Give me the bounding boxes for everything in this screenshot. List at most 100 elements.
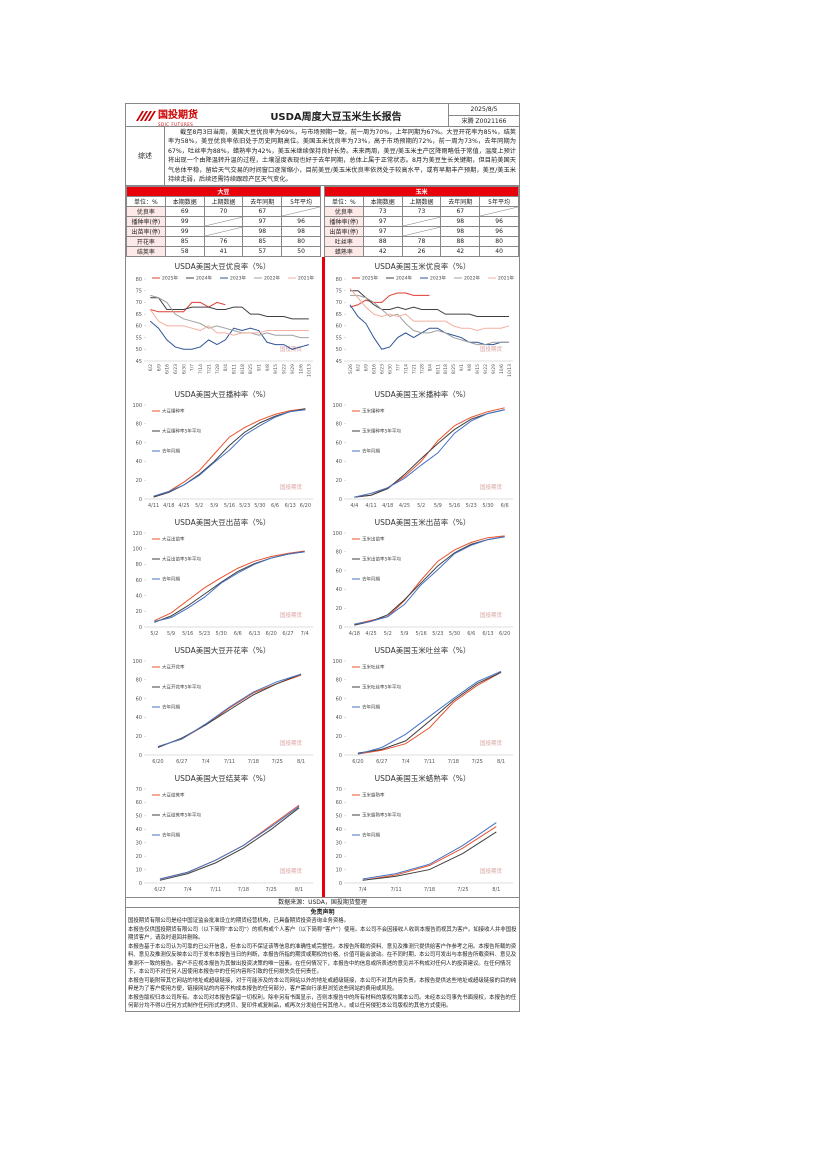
table-cell: 58 [164,246,205,258]
chart: USDA美国玉米播种率（%） 0 20 40 60 80 100 4/4 4/11 4/18 4/2… [332,389,513,509]
table-title: 大豆 [126,186,321,198]
chart-title: USDA美国玉米播种率（%） [375,389,471,399]
table-cell: 99 [164,216,205,228]
table-cell: 57 [242,246,283,258]
x-tick-label: 6/23 [173,364,179,374]
y-tick-label: 0 [339,881,342,887]
table-cell: 98 [281,226,321,238]
x-tick-label: 8/4 [427,364,433,371]
legend-label: 大豆结荚率5年平均 [162,812,201,819]
y-tick-label: 40 [136,594,142,600]
table-cell: 76 [203,236,244,248]
chart-title: USDA美国玉米蜡熟率（%） [375,773,471,783]
legend-label: 大豆播种率5年平均 [162,428,201,435]
disclaimer-paragraph: 本报告仅供国投期货有限公司（以下简称“本公司”）的机构或个人客户（以下简称“客户… [128,926,517,942]
x-tick-label: 4/18 [163,503,174,509]
chart: USDA美国玉米蜡熟率（%） 0 10 20 30 40 50 60 70 7/4 7/11 7/18… [336,773,513,893]
x-tick-label: 7/7 [395,364,401,371]
series-line [153,408,306,498]
y-tick-label: 100 [132,403,142,409]
meta: 2025/8/5 宋腾 Z0021166 [448,104,519,126]
y-tick-label: 80 [136,678,142,684]
x-tick-label: 7/18 [238,887,249,893]
x-tick-label: 5/23 [199,631,210,637]
legend-label: 玉米播种率 [362,408,385,415]
x-tick-label: 5/23 [239,503,250,509]
chart-title: USDA美国大豆开花率（%） [175,645,271,655]
watermark: 国投期货 [280,611,303,619]
diagonal [205,217,243,226]
table-cell: 26 [401,246,442,258]
x-tick-label: 6/30 [388,364,394,374]
summary-label: 综述 [126,127,165,186]
y-tick-label: 40 [136,460,142,466]
table-row: 蜡熟率 42 26 42 40 [324,246,519,258]
y-tick-label: 80 [336,422,342,428]
data-table: 玉米 单位：% 本期数据 上期数据 去年同期 5年平均 优良率 73 73 67 播种率(停) 97 9… [324,186,519,258]
x-tick-label: 6/27 [376,759,387,765]
x-tick-label: 7/4 [202,759,210,765]
legend-label: 去年同期 [162,576,180,583]
series-line [349,288,510,332]
chart-title: USDA美国大豆播种率（%） [175,389,271,399]
table-cell: 73 [362,206,403,218]
legend-label: 2024年 [196,275,212,282]
series-line [354,409,505,499]
series-line [357,672,502,755]
x-tick-label: 6/23 [380,364,386,374]
table-title: 玉米 [324,186,519,198]
x-tick-label: 6/27 [154,887,165,893]
y-tick-label: 50 [336,814,342,820]
x-tick-label: 7/28 [215,364,221,374]
x-tick-label: 6/30 [181,364,187,374]
y-tick-label: 0 [339,497,342,503]
series-line [150,295,309,339]
table-header: 5年平均 [479,196,519,208]
series-line [157,674,302,749]
series-line [159,807,300,882]
diagonal [403,217,441,226]
y-tick-label: 65 [136,312,142,318]
table-cell [203,226,244,238]
chart: USDA美国大豆开花率（%） 0 20 40 60 80 100 6/20 6/27 7/4 7/1… [132,645,313,765]
legend-label: 玉米播种率5年平均 [362,428,401,435]
chart: USDA美国大豆优良率（%） 45 50 55 60 65 70 75 80 6/2 6/9 6/16… [136,261,315,377]
legend-label: 去年同期 [162,832,180,839]
legend-label: 2022年 [264,275,280,282]
series-line [149,309,309,337]
empty-cell [403,217,441,226]
x-tick-label: 4/25 [399,503,410,509]
x-tick-label: 8/1 [497,759,505,765]
x-tick-label: 10/6 [298,364,304,374]
x-tick-label: 5/9 [400,631,408,637]
y-tick-label: 60 [136,324,142,330]
x-tick-label: 7/21 [411,364,417,374]
table-cell: 出苗率(停) [324,226,364,238]
y-tick-label: 20 [136,854,142,860]
x-tick-label: 6/2 [356,364,362,371]
x-tick-label: 5/9 [434,503,442,509]
table-row: 播种率(停) 99 97 96 [126,216,321,228]
legend-label: 去年同期 [362,832,380,839]
legend-label: 2022年 [464,275,480,282]
y-tick-label: 40 [136,716,142,722]
y-tick-label: 10 [336,868,342,874]
x-tick-label: 5/16 [449,503,460,509]
x-tick-label: 6/20 [152,759,163,765]
table-row: 播种率(停) 97 98 96 [324,216,519,228]
y-tick-label: 20 [336,854,342,860]
empty-cell [403,227,441,236]
table-header: 上期数据 [401,196,442,208]
legend-label: 大豆结荚率 [162,792,185,799]
table-row: 出苗率(停) 99 98 98 [126,226,321,238]
legend-label: 去年同期 [362,704,380,711]
series-line [362,826,497,882]
y-tick-label: 45 [136,359,142,365]
watermark: 国投期货 [480,483,503,491]
empty-cell [282,207,320,216]
legend-label: 大豆开花率 [162,664,185,671]
y-tick-label: 60 [136,578,142,584]
y-tick-label: 20 [136,734,142,740]
y-tick-label: 80 [136,277,142,283]
x-tick-label: 5/9 [167,631,175,637]
